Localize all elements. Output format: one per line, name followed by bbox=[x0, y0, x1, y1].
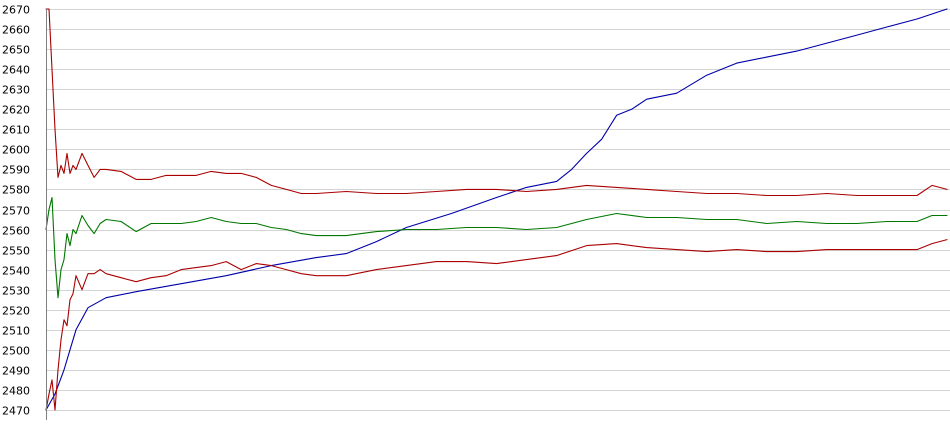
y-tick-label: 2580 bbox=[2, 184, 30, 197]
y-tick-label: 2490 bbox=[2, 365, 30, 378]
series-lines bbox=[45, 8, 948, 411]
y-tick-label: 2590 bbox=[2, 164, 30, 177]
y-tick-label: 2560 bbox=[2, 225, 30, 238]
y-tick-label: 2640 bbox=[2, 64, 30, 77]
y-tick-label: 2530 bbox=[2, 285, 30, 298]
series-line-4 bbox=[45, 239, 948, 411]
y-tick-label: 2600 bbox=[2, 144, 30, 157]
y-tick-label: 2470 bbox=[2, 405, 30, 418]
series-line-2 bbox=[45, 8, 948, 197]
y-tick-label: 2550 bbox=[2, 245, 30, 258]
y-tick-label: 2620 bbox=[2, 104, 30, 117]
y-tick-label: 2610 bbox=[2, 124, 30, 137]
y-tick-label: 2670 bbox=[2, 4, 30, 17]
y-axis-ticks: 2470 2480 2490 2500 2510 2520 2530 2540 2550 2560… bbox=[2, 4, 30, 418]
y-tick-label: 2650 bbox=[2, 44, 30, 57]
series-line-3 bbox=[45, 196, 948, 299]
y-tick-label: 2540 bbox=[2, 265, 30, 278]
y-tick-label: 2570 bbox=[2, 205, 30, 218]
series-line-1 bbox=[45, 8, 948, 411]
y-tick-label: 2630 bbox=[2, 84, 30, 97]
gridlines bbox=[46, 9, 950, 411]
y-tick-label: 2510 bbox=[2, 325, 30, 338]
y-tick-label: 2660 bbox=[2, 24, 30, 37]
y-tick-label: 2480 bbox=[2, 385, 30, 398]
y-tick-label: 2500 bbox=[2, 345, 30, 358]
y-tick-label: 2520 bbox=[2, 305, 30, 318]
